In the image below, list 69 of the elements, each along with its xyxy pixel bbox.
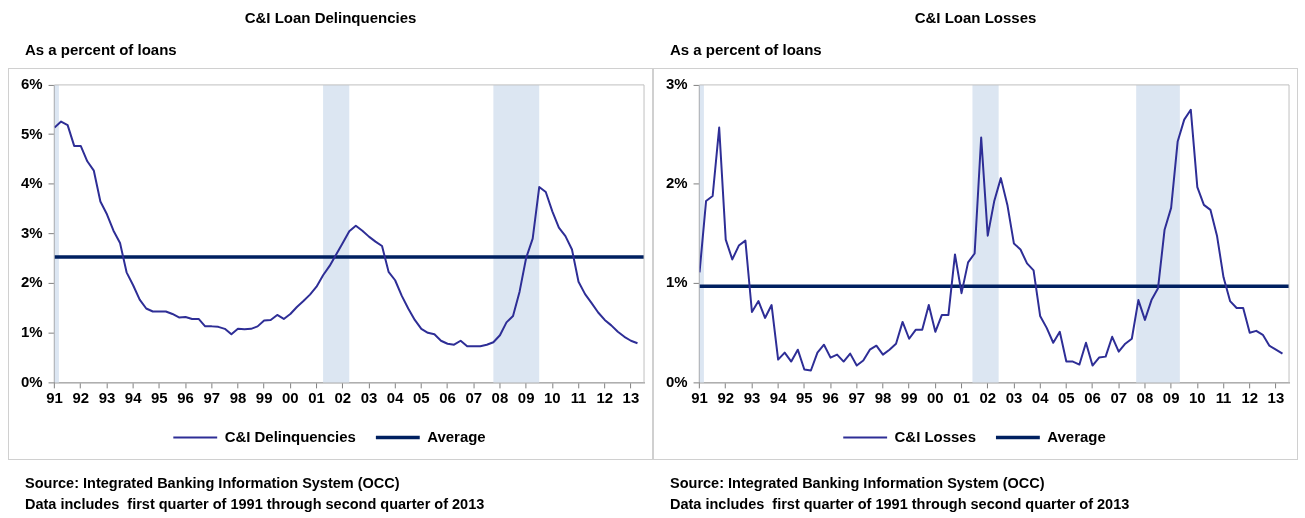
y-tick-label: 3% <box>20 223 43 241</box>
x-tick-label: 95 <box>151 389 168 407</box>
x-tick-label: 08 <box>491 389 509 407</box>
y-tick-label: 6% <box>20 75 43 93</box>
x-tick-label: 96 <box>822 389 839 407</box>
x-tick-label: 10 <box>1189 389 1206 407</box>
x-tick-label: 13 <box>1267 389 1285 407</box>
text: Data includes first quarter of 1991 through second quarter of 2013 <box>25 495 485 514</box>
y-tick-label: 4% <box>20 174 43 192</box>
x-tick-label: 99 <box>900 389 918 407</box>
source-note: Source: Integrated Banking Information System (OCC) <box>670 474 1045 493</box>
x-tick-label: 94 <box>124 389 143 407</box>
y-tick-label: 5% <box>20 124 43 142</box>
x-tick-label: 07 <box>465 389 483 407</box>
x-tick-label: 06 <box>439 389 456 407</box>
x-tick-label: 93 <box>743 389 761 407</box>
x-tick-label: 02 <box>979 389 997 407</box>
legend-label: Average <box>427 427 486 445</box>
x-tick-label: 96 <box>177 389 194 407</box>
x-tick-label: 91 <box>691 389 708 407</box>
text: Data includes first quarter of 1991 through second quarter of 2013 <box>670 495 1130 514</box>
x-tick-label: 91 <box>46 389 63 407</box>
x-tick-label: 12 <box>1241 389 1259 407</box>
chart-subtitle: As a percent of loans <box>670 41 822 58</box>
x-tick-label: 10 <box>544 389 561 407</box>
legend-label: Average <box>1047 427 1106 445</box>
x-tick-label: 09 <box>517 389 535 407</box>
x-tick-label: 92 <box>717 389 735 407</box>
x-tick-label: 06 <box>1084 389 1101 407</box>
x-tick-label: 08 <box>1136 389 1154 407</box>
legend-label: C&I Delinquencies <box>224 427 356 445</box>
x-tick-label: 98 <box>874 389 892 407</box>
y-tick-label: 1% <box>665 273 688 291</box>
x-tick-label: 97 <box>848 389 866 407</box>
x-tick-label: 07 <box>1110 389 1128 407</box>
x-tick-label: 03 <box>1005 389 1023 407</box>
y-tick-label: 1% <box>20 322 43 340</box>
x-tick-label: 04 <box>1031 389 1050 407</box>
y-tick-label: 2% <box>665 174 688 192</box>
x-tick-label: 98 <box>229 389 247 407</box>
chart-title: C&I Loan Delinquencies <box>243 9 418 26</box>
x-tick-label: 99 <box>255 389 273 407</box>
x-tick-label: 11 <box>570 389 587 407</box>
x-tick-label: 00 <box>927 389 944 407</box>
source-note: Source: Integrated Banking Information System (OCC) <box>25 474 400 493</box>
x-tick-label: 12 <box>596 389 614 407</box>
x-tick-label: 04 <box>386 389 405 407</box>
x-tick-label: 92 <box>72 389 90 407</box>
y-tick-label: 0% <box>665 372 688 390</box>
y-tick-label: 0% <box>20 372 43 390</box>
x-tick-label: 09 <box>1162 389 1180 407</box>
legend-label: C&I Losses <box>894 427 976 445</box>
x-tick-label: 97 <box>203 389 221 407</box>
x-tick-label: 95 <box>796 389 813 407</box>
x-tick-label: 05 <box>1058 389 1075 407</box>
x-tick-label: 02 <box>334 389 352 407</box>
x-tick-label: 05 <box>413 389 430 407</box>
x-tick-label: 93 <box>98 389 116 407</box>
chart-subtitle: As a percent of loans <box>25 41 177 58</box>
x-tick-label: 01 <box>953 389 970 407</box>
x-tick-label: 11 <box>1215 389 1232 407</box>
x-tick-label: 94 <box>769 389 788 407</box>
chart-title: C&I Loan Losses <box>913 9 1038 26</box>
x-tick-label: 01 <box>308 389 325 407</box>
x-tick-label: 03 <box>360 389 378 407</box>
x-tick-label: 13 <box>622 389 640 407</box>
y-tick-label: 2% <box>20 273 43 291</box>
x-tick-label: 00 <box>282 389 299 407</box>
y-tick-label: 3% <box>665 75 688 93</box>
